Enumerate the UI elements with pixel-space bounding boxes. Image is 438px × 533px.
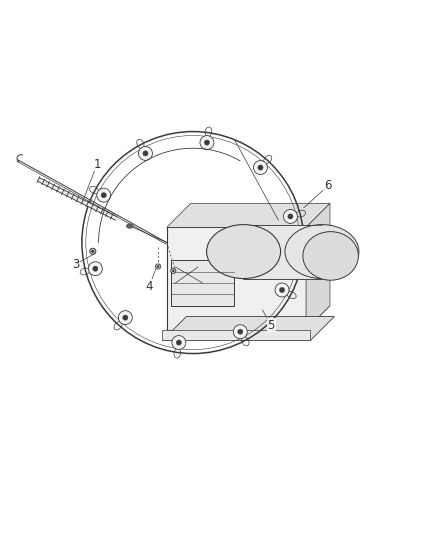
Ellipse shape [143,151,148,156]
Ellipse shape [283,209,297,223]
Text: 6: 6 [324,180,332,192]
Ellipse shape [123,315,128,320]
Ellipse shape [101,192,106,198]
Ellipse shape [97,188,111,202]
Ellipse shape [88,262,102,276]
Polygon shape [167,305,330,329]
Polygon shape [243,224,321,279]
Polygon shape [162,317,334,341]
Ellipse shape [155,264,161,269]
Ellipse shape [233,325,247,338]
Ellipse shape [303,232,358,280]
Ellipse shape [138,147,152,160]
Text: 4: 4 [145,280,153,293]
Ellipse shape [200,135,214,150]
Text: 3: 3 [72,258,79,271]
Ellipse shape [254,160,268,174]
Ellipse shape [275,283,289,297]
Ellipse shape [205,140,209,145]
Ellipse shape [279,287,285,293]
Ellipse shape [157,265,159,268]
Ellipse shape [93,266,98,271]
Text: 1: 1 [93,158,101,171]
Ellipse shape [207,224,281,279]
Ellipse shape [285,224,359,279]
Ellipse shape [127,224,133,228]
Ellipse shape [118,311,132,325]
Ellipse shape [172,336,186,350]
Polygon shape [162,329,311,341]
Ellipse shape [172,270,174,272]
Ellipse shape [238,329,243,334]
Polygon shape [306,204,330,329]
Ellipse shape [258,165,263,170]
Ellipse shape [171,268,176,273]
Text: 5: 5 [268,319,275,332]
Polygon shape [167,228,306,329]
Polygon shape [167,204,330,228]
Ellipse shape [90,248,96,254]
Ellipse shape [92,250,94,253]
Ellipse shape [176,340,181,345]
Polygon shape [171,260,234,305]
Ellipse shape [288,214,293,219]
